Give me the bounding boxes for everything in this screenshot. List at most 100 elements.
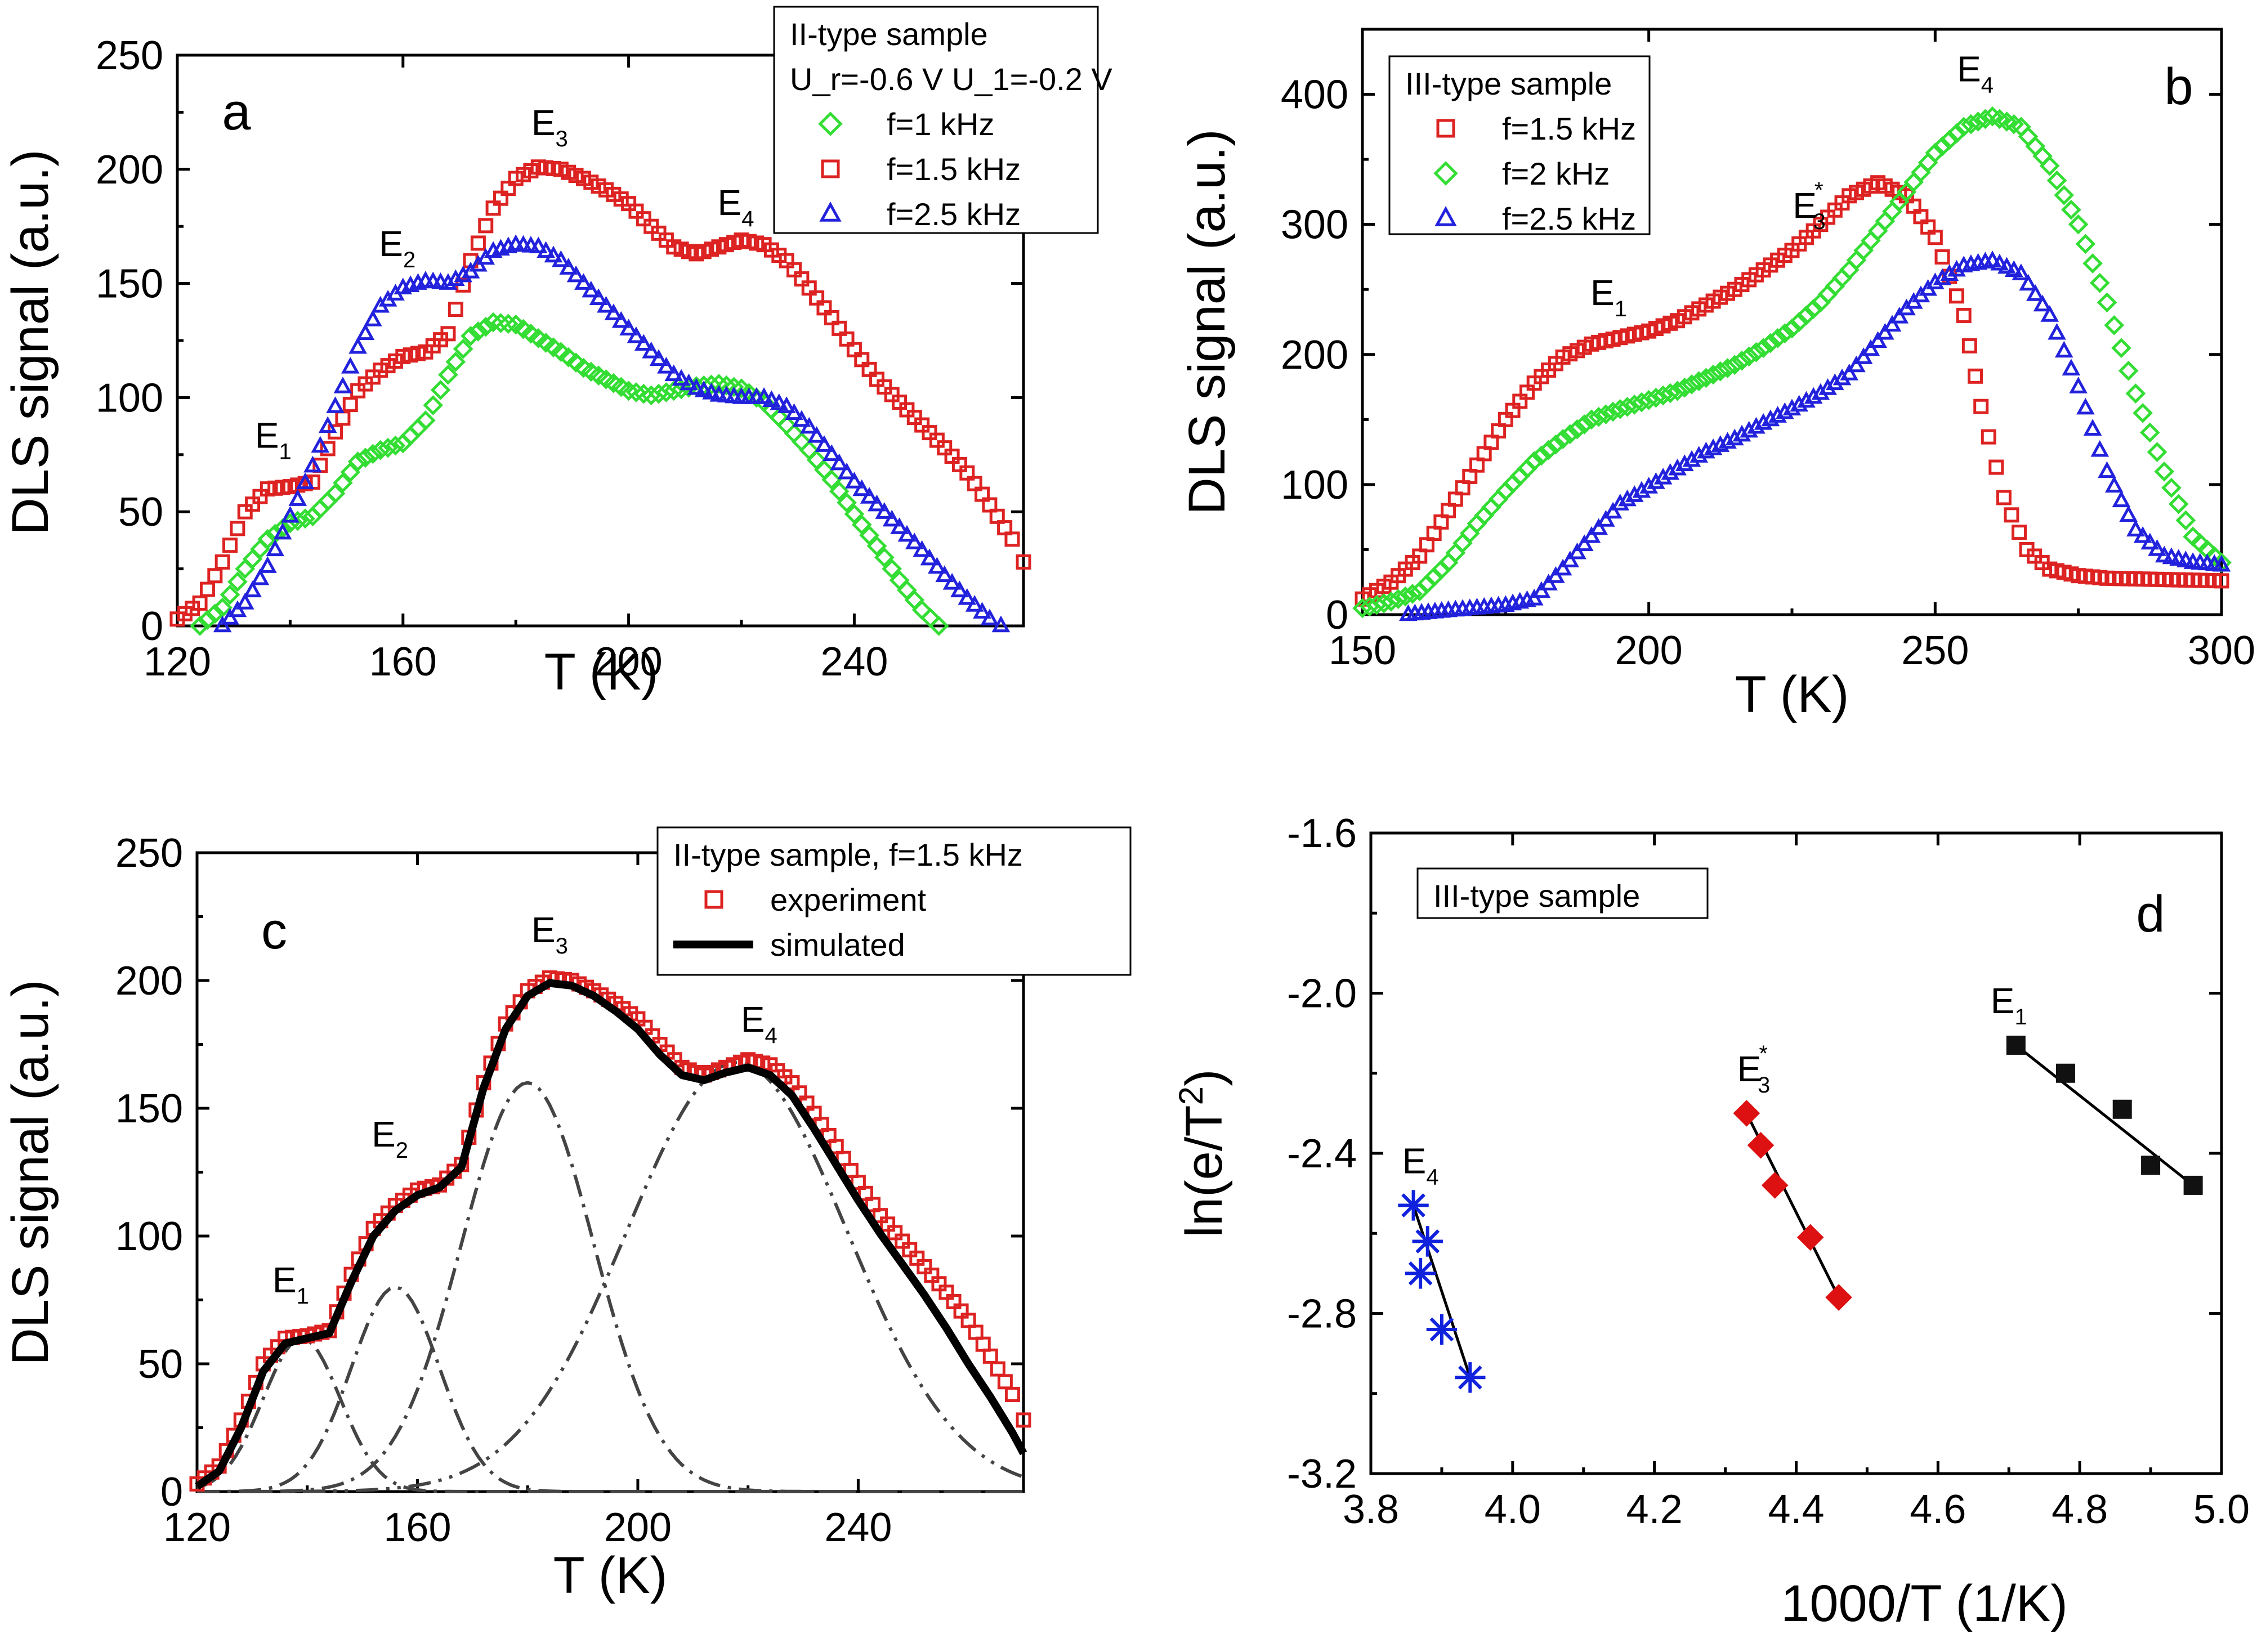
data-point bbox=[470, 235, 486, 251]
data-point bbox=[1990, 253, 2009, 271]
data-point bbox=[2118, 360, 2139, 381]
data-point bbox=[2154, 461, 2175, 482]
data-point bbox=[2133, 402, 2153, 423]
gaussian-component bbox=[197, 1285, 1024, 1493]
y-tick-label: 250 bbox=[115, 831, 183, 876]
data-point bbox=[882, 558, 902, 579]
data-point bbox=[2068, 214, 2089, 235]
peak-label: E1 bbox=[255, 415, 292, 464]
data-point bbox=[1869, 331, 1887, 348]
data-point bbox=[197, 610, 218, 630]
data-point bbox=[558, 347, 579, 368]
data-point bbox=[342, 397, 358, 413]
data-point bbox=[1961, 114, 1981, 135]
peak-label-sub: 3 bbox=[556, 934, 568, 959]
data-point bbox=[438, 365, 458, 385]
data-point bbox=[1803, 299, 1823, 319]
data-point bbox=[551, 342, 571, 362]
data-point bbox=[1775, 402, 1794, 419]
data-point bbox=[1582, 526, 1601, 543]
data-point bbox=[2168, 494, 2189, 514]
data-point bbox=[1961, 338, 1977, 353]
data-point bbox=[2019, 274, 2037, 291]
data-point bbox=[1983, 250, 2002, 267]
y-axis-title: DLS signal (a.u.) bbox=[2, 979, 59, 1365]
data-point bbox=[589, 288, 608, 305]
data-point bbox=[1988, 459, 2004, 475]
legend-entry: f=1.5 kHz bbox=[887, 151, 1021, 187]
data-point bbox=[991, 615, 1011, 633]
data-point bbox=[1538, 440, 1559, 460]
data-point bbox=[333, 472, 353, 493]
peak-label-sub: 4 bbox=[741, 207, 754, 231]
data-point bbox=[1688, 371, 1709, 391]
data-point bbox=[875, 502, 894, 519]
data-point bbox=[1588, 406, 1609, 427]
x-axis-title: T (K) bbox=[553, 1547, 668, 1604]
data-point bbox=[2012, 525, 2027, 540]
data-point bbox=[1940, 264, 1959, 281]
x-tick-label: 200 bbox=[604, 1505, 672, 1550]
data-point bbox=[845, 472, 864, 489]
y-tick-label: 0 bbox=[1326, 593, 1348, 638]
data-point bbox=[1710, 361, 1731, 382]
data-point bbox=[1760, 333, 1781, 353]
series-experiment bbox=[189, 970, 1031, 1492]
data-point bbox=[574, 273, 593, 290]
data-point bbox=[1782, 318, 1802, 339]
data-point bbox=[913, 540, 931, 557]
peak-label: E1 bbox=[1991, 981, 2027, 1029]
data-point bbox=[2090, 440, 2109, 457]
data-point bbox=[1675, 454, 1694, 471]
data-point bbox=[1746, 342, 1767, 362]
data-point bbox=[1402, 584, 1423, 604]
legend-box bbox=[1388, 55, 1651, 235]
data-point bbox=[498, 314, 519, 334]
data-point bbox=[2125, 383, 2146, 404]
data-point bbox=[1597, 510, 1615, 527]
data-point bbox=[701, 374, 722, 395]
x-tick-label: 4.6 bbox=[1910, 1487, 1966, 1532]
y-axis-title: DLS signal (a.u.) bbox=[1178, 129, 1236, 514]
y-tick-label: 250 bbox=[96, 33, 163, 78]
data-point bbox=[1553, 429, 1573, 449]
y-tick-label: 100 bbox=[1281, 463, 1348, 508]
data-point bbox=[928, 557, 946, 574]
data-point bbox=[1408, 1261, 1433, 1286]
data-point bbox=[1903, 172, 1924, 192]
data-point bbox=[1981, 429, 1996, 445]
data-point bbox=[597, 296, 615, 313]
data-point bbox=[997, 1374, 1013, 1390]
data-point bbox=[2083, 419, 2102, 436]
data-point bbox=[2048, 323, 2066, 340]
data-point bbox=[687, 378, 706, 395]
data-point bbox=[1674, 377, 1695, 398]
data-point bbox=[251, 568, 270, 585]
legend-entry: f=1 kHz bbox=[887, 106, 994, 142]
data-point bbox=[1767, 328, 1788, 348]
data-point bbox=[363, 444, 383, 464]
data-point bbox=[649, 349, 668, 366]
x-tick-label: 4.8 bbox=[2052, 1487, 2108, 1532]
data-point bbox=[2139, 422, 2160, 443]
data-point bbox=[230, 521, 245, 536]
legend-marker bbox=[704, 890, 723, 909]
data-point bbox=[1682, 450, 1701, 467]
data-point bbox=[634, 334, 653, 351]
x-axis-title: 1000/T (1/K) bbox=[1781, 1575, 2068, 1632]
data-point bbox=[2004, 260, 2023, 277]
data-point bbox=[461, 326, 481, 346]
data-point bbox=[1968, 368, 1983, 384]
data-point bbox=[770, 393, 789, 410]
series-f-2-5-khz bbox=[213, 234, 1011, 633]
data-point bbox=[2040, 305, 2059, 322]
data-point bbox=[1568, 542, 1586, 559]
data-point bbox=[258, 556, 277, 573]
x-tick-label: 240 bbox=[820, 639, 888, 684]
data-point bbox=[1625, 485, 1644, 502]
data-point bbox=[1553, 558, 1572, 576]
data-point bbox=[1667, 380, 1688, 401]
data-point bbox=[370, 440, 391, 460]
data-point bbox=[1639, 477, 1658, 494]
data-point bbox=[1775, 323, 1795, 344]
